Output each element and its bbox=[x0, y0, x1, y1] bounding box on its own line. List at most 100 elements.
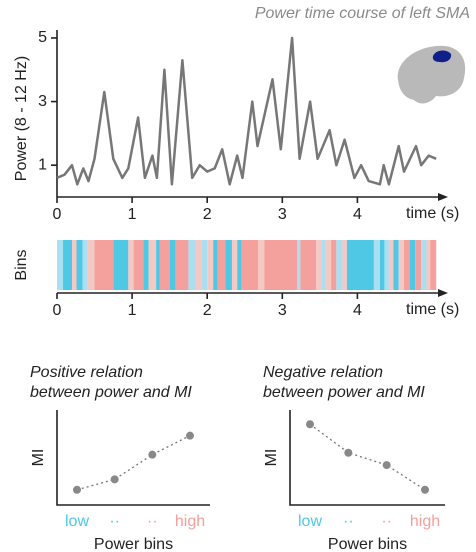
y-axis-label: Power (8 - 12 Hz) bbox=[13, 56, 30, 181]
bin-segment bbox=[143, 240, 149, 290]
bin-segment bbox=[217, 240, 226, 290]
bin-segment bbox=[384, 240, 389, 290]
y-tick-label: 5 bbox=[38, 29, 47, 46]
x-tick-label: 2 bbox=[203, 302, 212, 319]
x-tick-label: 3 bbox=[278, 302, 287, 319]
chart-title: between power and MI bbox=[30, 384, 192, 401]
bin-segment bbox=[373, 240, 380, 290]
bin-segment bbox=[409, 240, 416, 290]
bin-segment bbox=[156, 240, 160, 290]
y-tick-label: 1 bbox=[38, 156, 47, 173]
x-tick-label: 0 bbox=[53, 302, 62, 319]
x-axis-label: time (s) bbox=[406, 301, 459, 318]
bin-segment bbox=[393, 240, 399, 290]
bin-segment bbox=[241, 240, 259, 290]
x-tick-label: 2 bbox=[203, 206, 212, 223]
y-axis-label: Bins bbox=[13, 249, 30, 280]
bin-segment bbox=[207, 240, 214, 290]
bin-segment bbox=[113, 240, 129, 290]
bin-segment bbox=[201, 240, 208, 290]
bin-segment bbox=[225, 240, 232, 290]
data-point bbox=[73, 485, 81, 494]
bin-segment bbox=[195, 240, 202, 290]
bin-segment bbox=[346, 240, 374, 290]
bin-segment bbox=[325, 240, 332, 290]
bin-segment bbox=[188, 240, 196, 290]
bin-segment bbox=[388, 240, 394, 290]
x-tick-label: ·· bbox=[147, 513, 158, 530]
x-tick-label: low bbox=[298, 513, 322, 530]
bin-segment bbox=[237, 240, 242, 290]
bin-segment bbox=[175, 240, 189, 290]
x-axis-label: Power bins bbox=[328, 536, 407, 552]
x-axis-arrow bbox=[438, 289, 448, 297]
x-axis-label: time (s) bbox=[406, 205, 459, 222]
x-tick-label: high bbox=[410, 513, 440, 530]
data-point bbox=[110, 475, 119, 484]
bin-segment bbox=[421, 240, 427, 290]
bin-segment bbox=[379, 240, 385, 290]
x-tick-label: ·· bbox=[109, 513, 120, 530]
y-axis-label: MI bbox=[263, 449, 280, 467]
sma-region bbox=[432, 50, 452, 63]
x-tick-label: 4 bbox=[353, 206, 362, 223]
bin-segment bbox=[159, 240, 170, 290]
x-tick-label: ·· bbox=[381, 513, 392, 530]
bin-segment bbox=[72, 240, 77, 290]
bin-segment bbox=[336, 240, 343, 290]
bin-segment bbox=[426, 240, 431, 290]
x-tick-label: 4 bbox=[353, 302, 362, 319]
bin-segment bbox=[133, 240, 144, 290]
data-point bbox=[186, 431, 194, 440]
bin-segment bbox=[321, 240, 326, 290]
y-tick-label: 3 bbox=[38, 93, 47, 110]
bin-segment bbox=[264, 240, 298, 290]
bin-segment bbox=[87, 240, 95, 290]
bin-segment bbox=[258, 240, 265, 290]
x-tick-label: 3 bbox=[278, 206, 287, 223]
axes bbox=[289, 410, 445, 506]
bin-segment bbox=[415, 240, 422, 290]
x-tick-label: 1 bbox=[128, 206, 137, 223]
bin-segment bbox=[398, 240, 404, 290]
y-axis-label: MI bbox=[30, 449, 47, 467]
chart-title: Power time course of left SMA bbox=[255, 5, 470, 22]
power-line bbox=[56, 36, 437, 186]
bin-segment bbox=[63, 240, 73, 290]
data-point bbox=[421, 485, 429, 494]
data-point bbox=[382, 461, 391, 470]
data-point bbox=[306, 420, 314, 429]
bin-segment bbox=[403, 240, 410, 290]
bin-segment bbox=[342, 240, 347, 290]
chart-title: Negative relation bbox=[263, 364, 383, 381]
bin-segment bbox=[128, 240, 134, 290]
bin-segment bbox=[300, 240, 317, 290]
x-tick-label: low bbox=[65, 513, 89, 530]
bin-segment bbox=[82, 240, 88, 290]
bin-segment bbox=[169, 240, 176, 290]
bin-segment bbox=[231, 240, 238, 290]
brain-icon bbox=[397, 45, 466, 104]
data-point bbox=[344, 448, 353, 457]
bin-segment bbox=[94, 240, 114, 290]
relation-line bbox=[309, 423, 426, 491]
chart-title: Positive relation bbox=[30, 364, 143, 381]
chart-title: between power and MI bbox=[263, 384, 425, 401]
axes bbox=[56, 410, 210, 506]
relation-line bbox=[76, 435, 191, 491]
x-tick-label: 1 bbox=[128, 302, 137, 319]
bin-segment bbox=[316, 240, 322, 290]
bin-segment bbox=[297, 240, 301, 290]
bin-segment bbox=[57, 240, 64, 290]
bin-segment bbox=[76, 240, 83, 290]
data-point bbox=[148, 450, 157, 459]
x-tick-label: ·· bbox=[343, 513, 354, 530]
x-axis-arrow bbox=[438, 193, 448, 201]
bin-segment bbox=[213, 240, 218, 290]
bin-segment bbox=[331, 240, 337, 290]
bin-segment bbox=[148, 240, 157, 290]
x-tick-label: 0 bbox=[53, 206, 62, 223]
brain-shape bbox=[397, 45, 466, 104]
x-tick-label: high bbox=[175, 513, 205, 530]
